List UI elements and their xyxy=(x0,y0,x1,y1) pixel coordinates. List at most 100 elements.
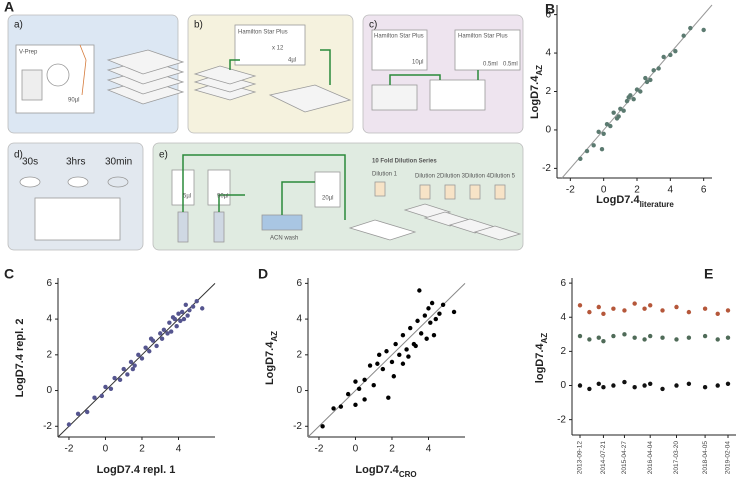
y-tick-label: 0 xyxy=(46,385,52,396)
point xyxy=(367,363,373,368)
point xyxy=(429,300,435,306)
point xyxy=(622,332,627,337)
x-tick-label: 0 xyxy=(353,444,359,455)
point xyxy=(599,146,605,152)
axis-label-sub: AZ xyxy=(540,333,549,344)
point xyxy=(422,313,428,318)
label: Hamilton Star Plus xyxy=(374,34,424,40)
point xyxy=(661,54,666,60)
y-tick-label: 4 xyxy=(296,314,302,325)
axis-label-sub: AZ xyxy=(535,65,544,76)
point xyxy=(338,404,344,409)
point xyxy=(587,386,592,392)
point xyxy=(187,307,192,313)
point xyxy=(132,363,137,368)
point xyxy=(136,352,141,358)
point xyxy=(428,320,433,325)
point xyxy=(608,123,613,129)
point xyxy=(634,87,640,92)
point xyxy=(622,308,627,313)
y-tick-label: 6 xyxy=(296,278,302,289)
point xyxy=(611,383,616,388)
point xyxy=(618,106,623,112)
point xyxy=(674,304,679,310)
point xyxy=(417,288,422,293)
point xyxy=(674,337,679,342)
point xyxy=(578,156,583,161)
point xyxy=(190,304,196,309)
label: Dilution 5 xyxy=(490,174,516,180)
point xyxy=(674,383,679,388)
label: Dilution 1 xyxy=(372,172,398,178)
point xyxy=(178,318,183,324)
point xyxy=(673,48,678,54)
point xyxy=(648,77,653,83)
point xyxy=(648,381,653,387)
point xyxy=(389,359,395,365)
point xyxy=(426,306,431,311)
y-tick-label: 6 xyxy=(545,9,551,20)
point xyxy=(702,333,708,339)
point xyxy=(376,352,382,358)
point xyxy=(75,411,81,416)
y-tick-label: 2 xyxy=(560,346,566,357)
axis-label: LogD7.4 repl. 2 xyxy=(14,319,26,398)
y-tick-label: 4 xyxy=(560,312,566,323)
point xyxy=(643,75,648,81)
point xyxy=(681,33,686,38)
point xyxy=(660,308,665,313)
x-tick-label: 2019-02-04 xyxy=(725,441,732,475)
point xyxy=(632,385,637,390)
y-tick-label: 4 xyxy=(545,48,551,59)
axis-label-text: LogD7.4 xyxy=(355,464,399,476)
y-tick-label: -2 xyxy=(542,163,551,174)
axis-label-text: LogD7.4 repl. 2 xyxy=(14,319,26,398)
panel-label: E xyxy=(704,266,713,282)
point xyxy=(611,110,616,115)
point xyxy=(167,320,172,325)
label: 10µl xyxy=(412,60,423,66)
point xyxy=(715,383,720,388)
label: 4µl xyxy=(288,58,296,64)
point xyxy=(397,352,402,358)
label: x 12 xyxy=(272,46,284,52)
point xyxy=(587,337,592,342)
point xyxy=(577,383,583,388)
axis-label: LogD7.4 repl. 1 xyxy=(97,464,176,476)
point xyxy=(161,327,167,333)
y-tick-label: -2 xyxy=(293,421,302,432)
point xyxy=(611,306,616,311)
step-tag: e) xyxy=(159,150,168,161)
axis-label: LogD7.4CRO xyxy=(355,464,416,479)
step-tag: b) xyxy=(194,20,203,31)
point xyxy=(591,143,596,148)
x-tick-label: 2014-07-21 xyxy=(600,441,607,475)
point xyxy=(651,68,656,73)
axis-label-sub: literature xyxy=(640,200,675,209)
point xyxy=(128,359,134,365)
x-tick-label: 2 xyxy=(139,444,145,455)
point xyxy=(451,309,457,315)
point xyxy=(624,98,630,104)
panel-label: C xyxy=(4,266,14,282)
x-tick-label: 4 xyxy=(176,444,182,455)
point xyxy=(168,329,174,334)
point xyxy=(174,324,179,329)
point xyxy=(642,337,647,342)
point xyxy=(601,131,606,136)
point xyxy=(185,313,190,318)
point xyxy=(638,89,643,94)
y-tick-label: 4 xyxy=(46,314,52,325)
point xyxy=(154,343,159,349)
point xyxy=(715,337,720,342)
label: Dilution 4 xyxy=(465,174,491,180)
panel-a-text: A a) V-Prep 90µl b) Hamilton Star Plus x… xyxy=(4,0,518,242)
axis-label: LogD7.4literature xyxy=(596,194,674,209)
label: V-Prep xyxy=(19,50,38,56)
point xyxy=(143,345,148,350)
point xyxy=(85,409,90,415)
point xyxy=(130,366,136,372)
point xyxy=(99,393,105,399)
label: Hamilton Star Plus xyxy=(458,34,508,40)
point xyxy=(631,96,636,102)
